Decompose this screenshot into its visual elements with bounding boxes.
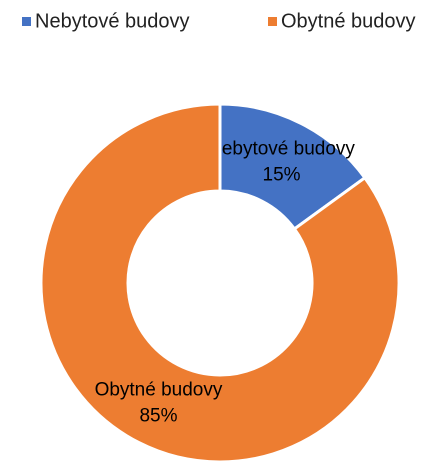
legend-swatch xyxy=(268,17,277,26)
donut-slice xyxy=(39,102,401,462)
data-label-value: 15% xyxy=(263,164,301,185)
data-label-value: 85% xyxy=(139,406,177,427)
donut-slice xyxy=(218,102,367,232)
legend-swatch xyxy=(22,17,31,26)
legend-label: Nebytové budovy xyxy=(35,10,190,32)
legend-label: Obytné budovy xyxy=(281,10,416,32)
data-label-name: Nebytové budovy xyxy=(208,138,355,159)
data-label-name: Obytné budovy xyxy=(95,380,223,401)
